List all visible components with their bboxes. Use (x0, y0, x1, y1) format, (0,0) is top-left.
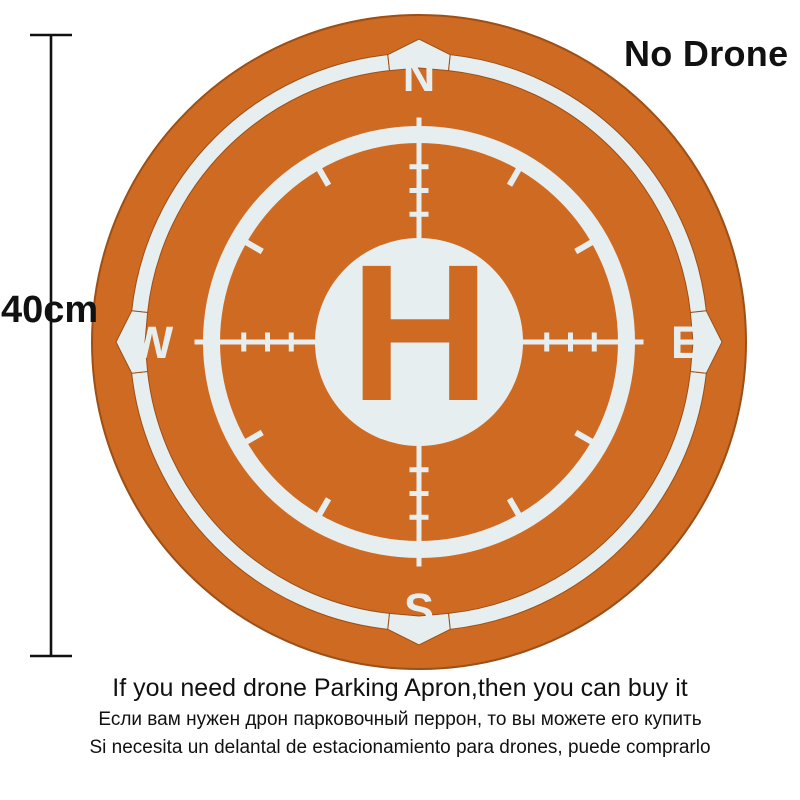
svg-text:E: E (671, 317, 701, 368)
svg-text:H: H (350, 224, 489, 442)
svg-text:N: N (403, 50, 436, 101)
svg-text:W: W (131, 317, 174, 368)
svg-text:S: S (404, 584, 434, 635)
